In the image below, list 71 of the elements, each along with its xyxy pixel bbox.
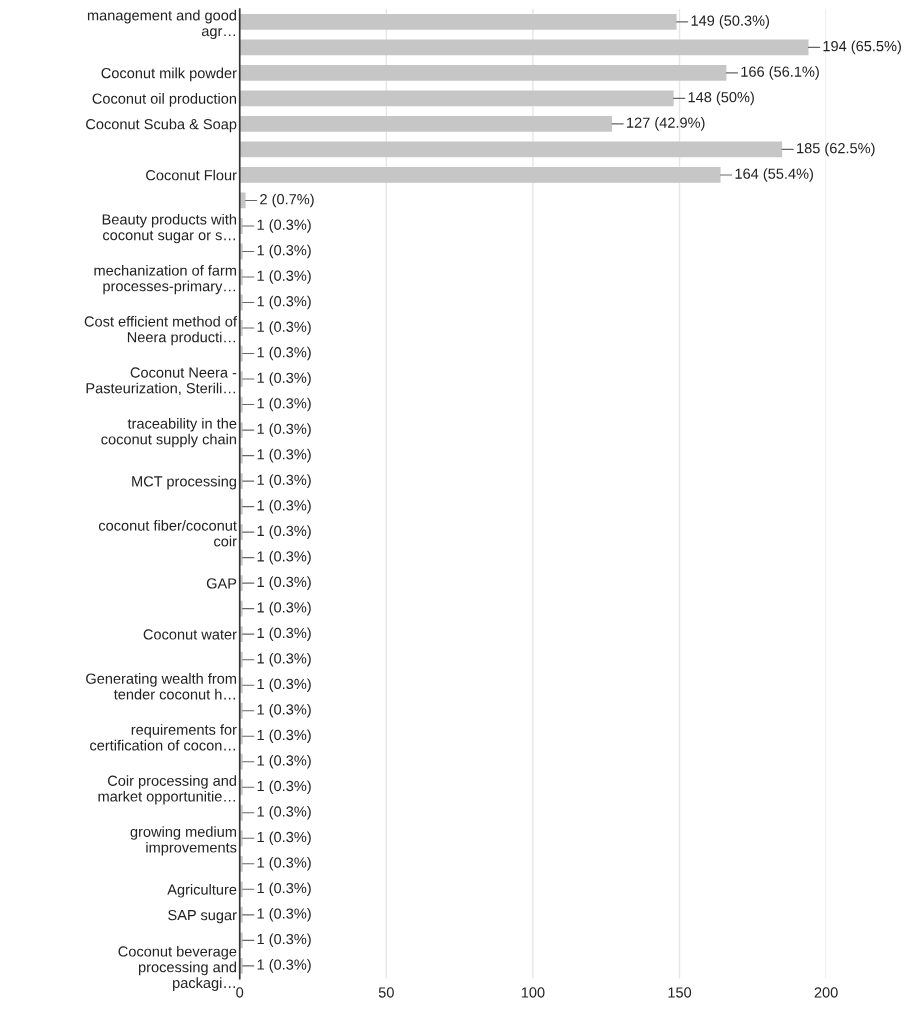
- data-label: 164 (55.4%): [735, 168, 813, 182]
- bar: [239, 64, 727, 81]
- data-label: 148 (50%): [688, 91, 754, 106]
- y-tick-label: Cost efficient method of Neera producti…: [84, 315, 237, 346]
- data-label: 149 (50.3%): [691, 15, 770, 29]
- data-label: 1 (0.3%): [257, 805, 311, 820]
- x-tick-label: 200: [814, 987, 838, 998]
- data-label: 1 (0.3%): [257, 499, 311, 514]
- x-tick-label: 50: [378, 987, 394, 998]
- data-label: 1 (0.3%): [257, 831, 311, 846]
- bar: [239, 167, 721, 183]
- bar: [239, 116, 613, 132]
- data-label: 1 (0.3%): [257, 295, 311, 310]
- data-label: 1 (0.3%): [257, 474, 311, 488]
- data-label: 1 (0.3%): [257, 959, 311, 973]
- data-label: 1 (0.3%): [257, 270, 311, 284]
- data-label: 1 (0.3%): [257, 321, 311, 335]
- y-tick-label: Agriculture: [167, 884, 237, 898]
- data-label: 1 (0.3%): [257, 703, 311, 718]
- data-label: 185 (62.5%): [797, 142, 875, 157]
- y-tick-label: SAP sugar: [168, 909, 237, 924]
- data-label: 1 (0.3%): [257, 423, 311, 437]
- data-label: 1 (0.3%): [257, 857, 311, 871]
- data-label: 1 (0.3%): [257, 678, 311, 692]
- y-tick-label: Coir processing and market opportunitie…: [98, 775, 237, 805]
- data-label: 127 (42.9%): [627, 117, 705, 131]
- y-tick-label: Coconut Neera - Pasteurization, Sterili…: [86, 367, 237, 396]
- y-tick-label: Generating wealth from tender coconut h…: [86, 673, 236, 700]
- y-tick-label: GAP: [206, 578, 237, 589]
- y-tick-label: management and good agr…: [87, 9, 237, 40]
- data-label: 1 (0.3%): [257, 627, 311, 641]
- data-label: 1 (0.3%): [257, 729, 311, 744]
- bar: [239, 90, 674, 107]
- data-label: 1 (0.3%): [257, 754, 311, 769]
- y-tick-label: Coconut milk powder: [101, 67, 237, 82]
- data-label: 2 (0.7%): [260, 193, 314, 208]
- x-tick-label: 100: [521, 987, 545, 998]
- y-tick-label: Coconut water: [143, 629, 237, 640]
- y-tick-label: Coconut Flour: [146, 169, 237, 181]
- data-label: 1 (0.3%): [257, 601, 311, 616]
- y-tick-label: traceability in the coconut supply chain: [101, 417, 237, 448]
- data-label: 1 (0.3%): [257, 448, 311, 463]
- data-label: 1 (0.3%): [257, 550, 311, 565]
- y-tick-label: coconut fiber/coconut coir: [98, 520, 237, 547]
- y-tick-label: mechanization of farm processes-primary…: [94, 264, 236, 295]
- data-label: 1 (0.3%): [257, 244, 311, 259]
- y-tick-label: Coconut beverage processing and packagi…: [118, 945, 237, 991]
- data-label: 1 (0.3%): [257, 346, 311, 361]
- data-label: 1 (0.3%): [257, 576, 311, 590]
- data-label: 1 (0.3%): [257, 397, 311, 412]
- data-label: 1 (0.3%): [257, 780, 311, 795]
- data-label: 166 (56.1%): [741, 66, 819, 80]
- y-tick-label: growing medium improvements: [130, 826, 237, 856]
- data-label: 194 (65.5%): [823, 40, 901, 55]
- bar: [239, 141, 783, 158]
- data-label: 1 (0.3%): [257, 933, 311, 948]
- y-tick-label: Coconut Scuba & Soap: [86, 118, 237, 133]
- y-tick-label: Coconut oil production: [92, 93, 237, 107]
- data-label: 1 (0.3%): [257, 882, 311, 897]
- data-label: 1 (0.3%): [257, 219, 311, 233]
- y-tick-label: MCT processing: [132, 475, 237, 490]
- x-tick-label: 0: [236, 987, 244, 998]
- bar: [239, 13, 677, 30]
- x-tick-label: 150: [668, 987, 692, 998]
- data-label: 1 (0.3%): [257, 652, 311, 667]
- data-label: 1 (0.3%): [257, 525, 311, 539]
- data-label: 1 (0.3%): [257, 908, 311, 922]
- y-tick-label: requirements for certification of cocon…: [90, 724, 237, 751]
- bar: [239, 39, 809, 56]
- data-label: 1 (0.3%): [257, 372, 311, 386]
- y-tick-label: Beauty products with coconut sugar or s…: [102, 213, 236, 244]
